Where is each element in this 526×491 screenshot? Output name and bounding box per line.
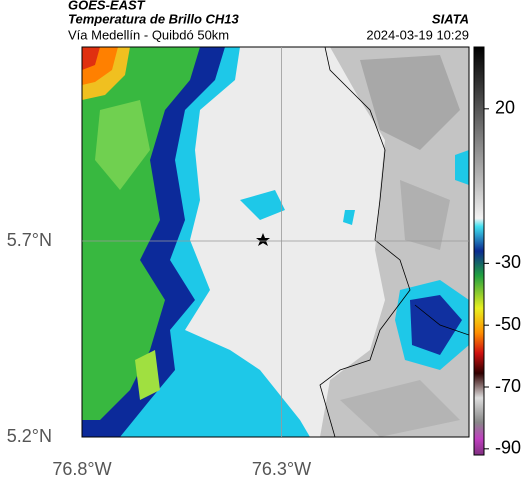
colorbar-tick-label: -90 <box>495 438 521 458</box>
colorbar-tick-label: -50 <box>495 314 521 334</box>
title: GOES-EAST <box>68 0 146 12</box>
colorbar-tick-label: -30 <box>495 252 521 272</box>
map-frame <box>81 46 470 438</box>
location: Vía Medellín - Quibdó 50km <box>68 27 229 42</box>
satellite-image <box>82 47 469 437</box>
source: SIATA <box>432 11 469 26</box>
colorbar <box>473 46 485 456</box>
colorbar-tick-label: -70 <box>495 376 521 396</box>
datetime: 2024-03-19 10:29 <box>366 27 469 42</box>
colorbar-tick-label: 20 <box>495 98 515 118</box>
lon-tick-label: 76.3°W <box>252 459 311 479</box>
lat-tick-label: 5.2°N <box>7 426 52 446</box>
lat-tick-label: 5.7°N <box>7 230 52 250</box>
station-marker <box>256 233 270 246</box>
lon-tick-label: 76.8°W <box>52 459 111 479</box>
subtitle: Temperatura de Brillo CH13 <box>68 11 240 26</box>
